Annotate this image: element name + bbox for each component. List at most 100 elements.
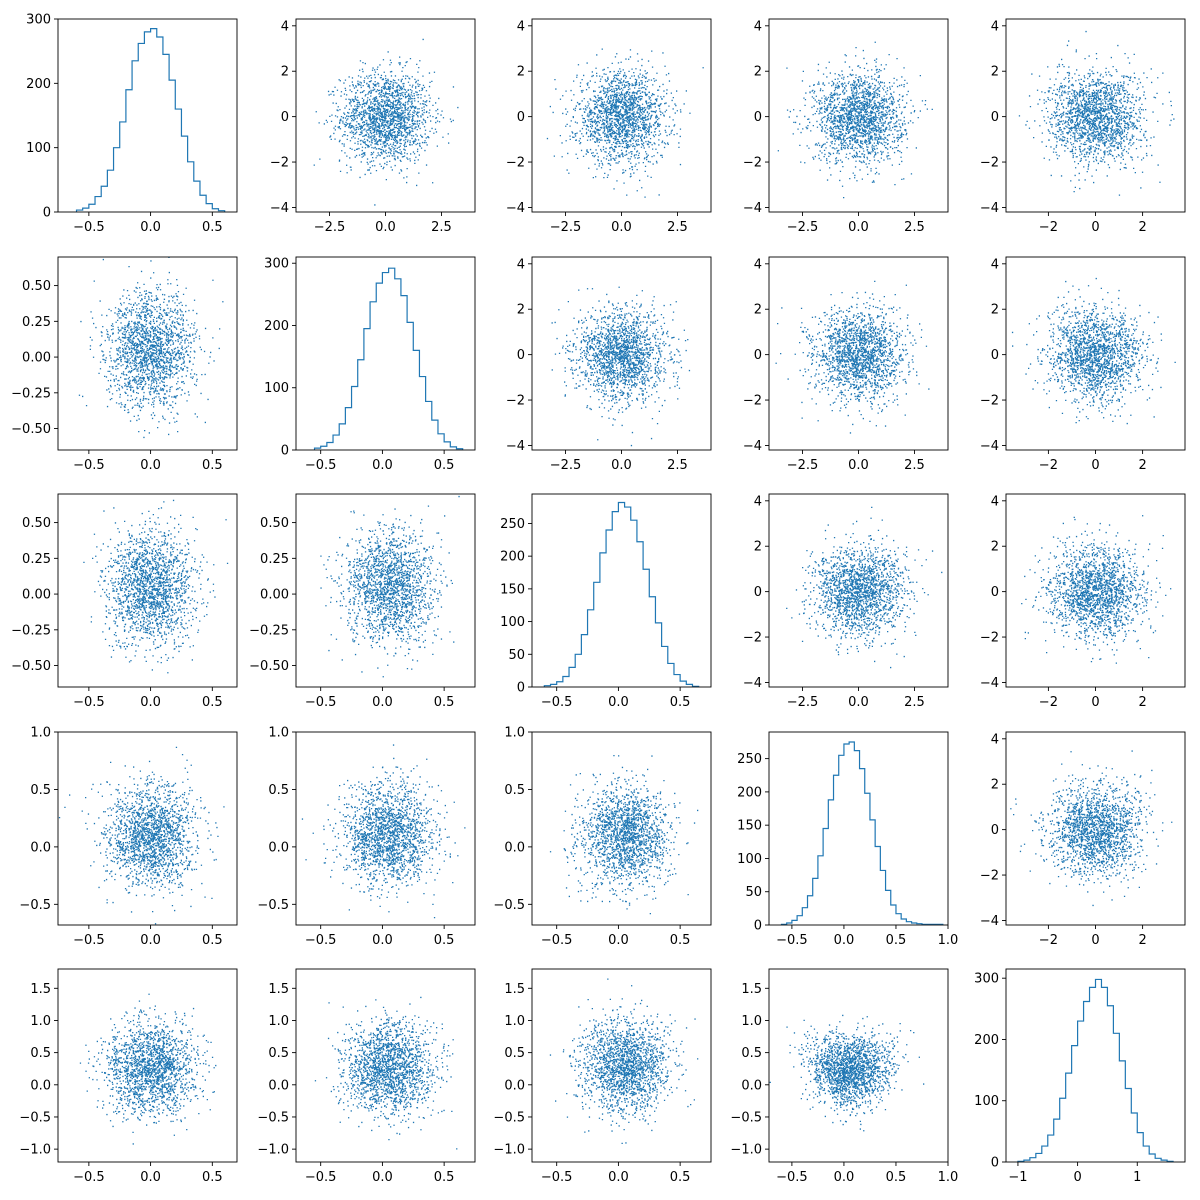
y-tick-label: 300 [26,13,51,28]
scatter-points [777,41,933,199]
y-tick-label: −2 [980,869,999,884]
scatter-points [786,506,943,669]
y-tick-label: −0.25 [249,623,289,638]
y-tick-label: 0.0 [504,840,525,855]
x-tick-label: 0.0 [611,220,632,235]
y-tick-label: −4 [743,676,762,691]
x-tick-label: 2.5 [667,458,688,473]
scatter-points [769,1014,925,1132]
y-tick-label: 4 [991,257,999,272]
panel-r0-c2: −2.5 0.0 2.5 −4 −2 0 2 4 [506,18,712,235]
x-tick-label: 2.5 [431,220,452,235]
x-tick-label: 0.0 [848,695,869,710]
y-tick-label: −0.5 [19,898,51,913]
panel-r3-c4: −2 0 2 −4 −2 0 2 4 [980,731,1186,948]
panel-r1-c4: −2 0 2 −4 −2 0 2 4 [980,256,1186,473]
plot-area [777,41,933,199]
x-tick-label: −0.5 [305,695,337,710]
plot-area [83,499,229,674]
y-tick-label: 0.0 [504,1078,525,1093]
y-tick-label: 1.5 [504,982,525,997]
y-tick-label: 1.5 [741,982,762,997]
y-tick-label: 50 [508,648,525,663]
y-tick-label: −0.5 [257,1110,289,1125]
axes-frame [295,731,476,926]
x-tick-label: −2 [1039,220,1058,235]
y-tick-label: 4 [991,494,999,509]
y-tick-label: 1.5 [268,982,289,997]
x-tick-label: −0.5 [541,1170,573,1185]
plot-area [1010,750,1173,907]
y-tick-label: 0 [517,348,525,363]
x-tick-label: 0 [1091,933,1099,948]
y-tick-label: −4 [980,439,999,454]
x-tick-label: 2.5 [904,458,925,473]
plot-area [1018,30,1175,196]
y-tick-label: 100 [974,1094,999,1109]
x-tick-label: 0.5 [434,695,455,710]
y-tick-label: −4 [506,439,525,454]
panel-r2-c1: −0.5 0.0 0.5 −0.50 −0.25 0.00 0.25 0.50 [249,493,476,710]
axes-frame [768,968,949,1163]
y-tick-label: 1.0 [30,726,51,741]
x-tick-label: 2.5 [904,220,925,235]
scatter-points [1018,30,1175,196]
y-tick-label: 0.00 [260,588,289,603]
plot-area [549,978,699,1144]
x-tick-label: 0.0 [140,1170,161,1185]
x-tick-label: 0.0 [372,1170,393,1185]
x-tick-label: 0 [1091,220,1099,235]
scatter-points [296,38,459,212]
x-tick-label: −2 [1039,695,1058,710]
y-tick-label: 0.50 [22,516,51,531]
y-tick-label: −4 [743,439,762,454]
x-tick-label: 0.0 [611,458,632,473]
plot-area [780,741,944,925]
y-tick-label: −2 [506,394,525,409]
y-tick-label: 0.0 [268,1078,289,1093]
y-tick-label: 150 [737,819,762,834]
x-tick-label: −2.5 [787,695,819,710]
x-tick-label: 0.0 [608,695,629,710]
x-tick-label: −2.5 [787,458,819,473]
axes-frame [57,256,238,451]
x-tick-label: 0.0 [372,933,393,948]
plot-area [75,28,226,212]
panel-r3-c3: −0.5 0.0 0.5 1.0 0 50 100 150 200 250 [737,731,958,948]
histogram-step [313,267,464,450]
panel-r0-c4: −2 0 2 −4 −2 0 2 4 [980,18,1186,235]
axes-frame [295,493,476,688]
x-tick-label: 1.0 [938,1170,959,1185]
x-tick-label: 0.0 [140,458,161,473]
y-tick-label: 200 [737,785,762,800]
scatter-points [83,499,229,674]
y-tick-label: 0.25 [22,552,51,567]
y-tick-label: −2 [743,631,762,646]
y-tick-label: 0 [991,823,999,838]
y-tick-label: 0.50 [260,516,289,531]
y-tick-label: −4 [980,914,999,929]
axes-frame [1005,18,1186,213]
x-tick-label: −2.5 [550,220,582,235]
y-tick-label: 250 [737,752,762,767]
x-tick-label: 0.5 [202,220,223,235]
y-tick-label: −2 [743,156,762,171]
axes-frame [1005,968,1186,1163]
y-tick-label: 2 [991,65,999,80]
axes-frame [531,968,712,1163]
x-tick-label: 0.5 [434,1170,455,1185]
x-tick-label: −2 [1039,458,1058,473]
scatter-points [79,993,217,1145]
y-tick-label: 100 [264,381,289,396]
plot-area [543,501,700,687]
axes-frame [531,493,712,688]
axes-frame [531,731,712,926]
y-tick-label: 0.25 [22,315,51,330]
y-tick-label: 4 [754,257,762,272]
y-tick-label: 2 [517,65,525,80]
y-tick-label: −0.5 [730,1110,762,1125]
y-tick-label: 1.0 [504,1014,525,1029]
y-tick-label: 0 [43,206,51,221]
y-tick-label: 4 [281,19,289,34]
y-tick-label: 200 [974,1033,999,1048]
